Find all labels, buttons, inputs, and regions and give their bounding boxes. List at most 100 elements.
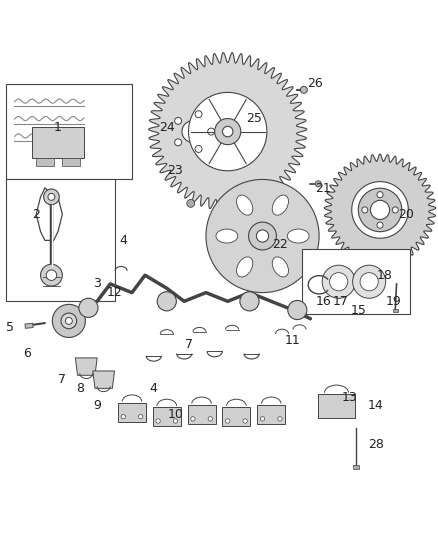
FancyBboxPatch shape [118, 403, 146, 422]
Ellipse shape [237, 257, 253, 277]
Circle shape [187, 199, 194, 207]
Text: 21: 21 [315, 182, 331, 195]
Circle shape [278, 417, 282, 421]
FancyBboxPatch shape [6, 84, 132, 180]
Text: 8: 8 [76, 382, 84, 395]
FancyBboxPatch shape [257, 405, 285, 424]
Text: 22: 22 [272, 238, 288, 251]
Bar [353, 465, 359, 469]
Circle shape [52, 304, 85, 337]
Circle shape [329, 273, 348, 291]
Circle shape [208, 128, 215, 135]
Circle shape [191, 417, 195, 421]
Circle shape [240, 292, 259, 311]
Text: 23: 23 [168, 164, 184, 177]
Circle shape [175, 117, 182, 124]
Bar [32, 127, 84, 158]
Text: 19: 19 [385, 295, 401, 308]
Ellipse shape [272, 257, 289, 277]
Text: 25: 25 [246, 112, 262, 125]
Ellipse shape [272, 195, 289, 215]
Circle shape [157, 292, 177, 311]
Circle shape [162, 101, 223, 162]
Circle shape [360, 273, 378, 291]
Text: 5: 5 [6, 321, 14, 334]
Circle shape [138, 415, 143, 419]
Circle shape [226, 419, 230, 423]
Text: 6: 6 [24, 347, 32, 360]
Circle shape [79, 298, 98, 318]
Polygon shape [324, 154, 436, 265]
Circle shape [61, 313, 77, 329]
Circle shape [41, 264, 62, 286]
FancyBboxPatch shape [187, 405, 215, 424]
Circle shape [256, 230, 268, 242]
Bar [36, 158, 53, 166]
Circle shape [44, 189, 59, 205]
Text: 3: 3 [93, 277, 101, 290]
Text: 26: 26 [307, 77, 323, 90]
Circle shape [377, 222, 383, 228]
Text: 20: 20 [398, 208, 414, 221]
Circle shape [322, 265, 355, 298]
Circle shape [288, 301, 307, 320]
Polygon shape [352, 182, 408, 238]
Text: 7: 7 [184, 338, 193, 351]
Circle shape [392, 207, 398, 213]
Circle shape [46, 270, 57, 280]
Circle shape [173, 419, 178, 423]
Circle shape [315, 181, 321, 187]
Text: 1: 1 [54, 121, 62, 134]
Polygon shape [188, 92, 267, 171]
Text: 16: 16 [315, 295, 331, 308]
FancyBboxPatch shape [153, 407, 181, 426]
Text: 13: 13 [342, 391, 357, 403]
Bar [25, 324, 33, 328]
Text: 12: 12 [107, 286, 123, 299]
Polygon shape [75, 358, 97, 375]
Circle shape [195, 111, 202, 118]
Bar [393, 309, 398, 312]
Text: 17: 17 [333, 295, 349, 308]
Text: 10: 10 [168, 408, 184, 421]
Circle shape [195, 146, 202, 152]
Circle shape [121, 415, 125, 419]
Circle shape [371, 200, 390, 220]
Text: 18: 18 [376, 269, 392, 282]
Circle shape [223, 126, 233, 137]
Polygon shape [148, 53, 307, 211]
Polygon shape [93, 371, 115, 389]
Text: 14: 14 [368, 399, 384, 412]
Circle shape [249, 222, 276, 250]
Text: 4: 4 [150, 382, 158, 395]
FancyBboxPatch shape [302, 249, 410, 314]
Circle shape [175, 139, 182, 146]
Ellipse shape [237, 195, 253, 215]
Circle shape [260, 417, 265, 421]
Circle shape [208, 417, 212, 421]
Text: 11: 11 [285, 334, 301, 347]
FancyBboxPatch shape [223, 407, 251, 426]
Circle shape [243, 419, 247, 423]
Circle shape [353, 265, 386, 298]
Circle shape [358, 188, 402, 232]
Text: 24: 24 [159, 121, 175, 134]
Text: 9: 9 [93, 399, 101, 412]
Bar [62, 158, 80, 166]
Text: 28: 28 [368, 439, 384, 451]
Text: 4: 4 [119, 234, 127, 247]
Ellipse shape [216, 229, 238, 243]
Circle shape [362, 207, 368, 213]
FancyBboxPatch shape [318, 394, 355, 417]
Circle shape [215, 118, 241, 144]
Circle shape [48, 193, 55, 200]
Text: 7: 7 [58, 373, 66, 386]
FancyBboxPatch shape [6, 180, 115, 301]
Circle shape [156, 419, 160, 423]
Circle shape [377, 192, 383, 198]
Circle shape [65, 318, 72, 325]
Circle shape [300, 86, 307, 93]
Text: 2: 2 [32, 208, 40, 221]
Circle shape [206, 180, 319, 293]
Text: 15: 15 [350, 303, 366, 317]
